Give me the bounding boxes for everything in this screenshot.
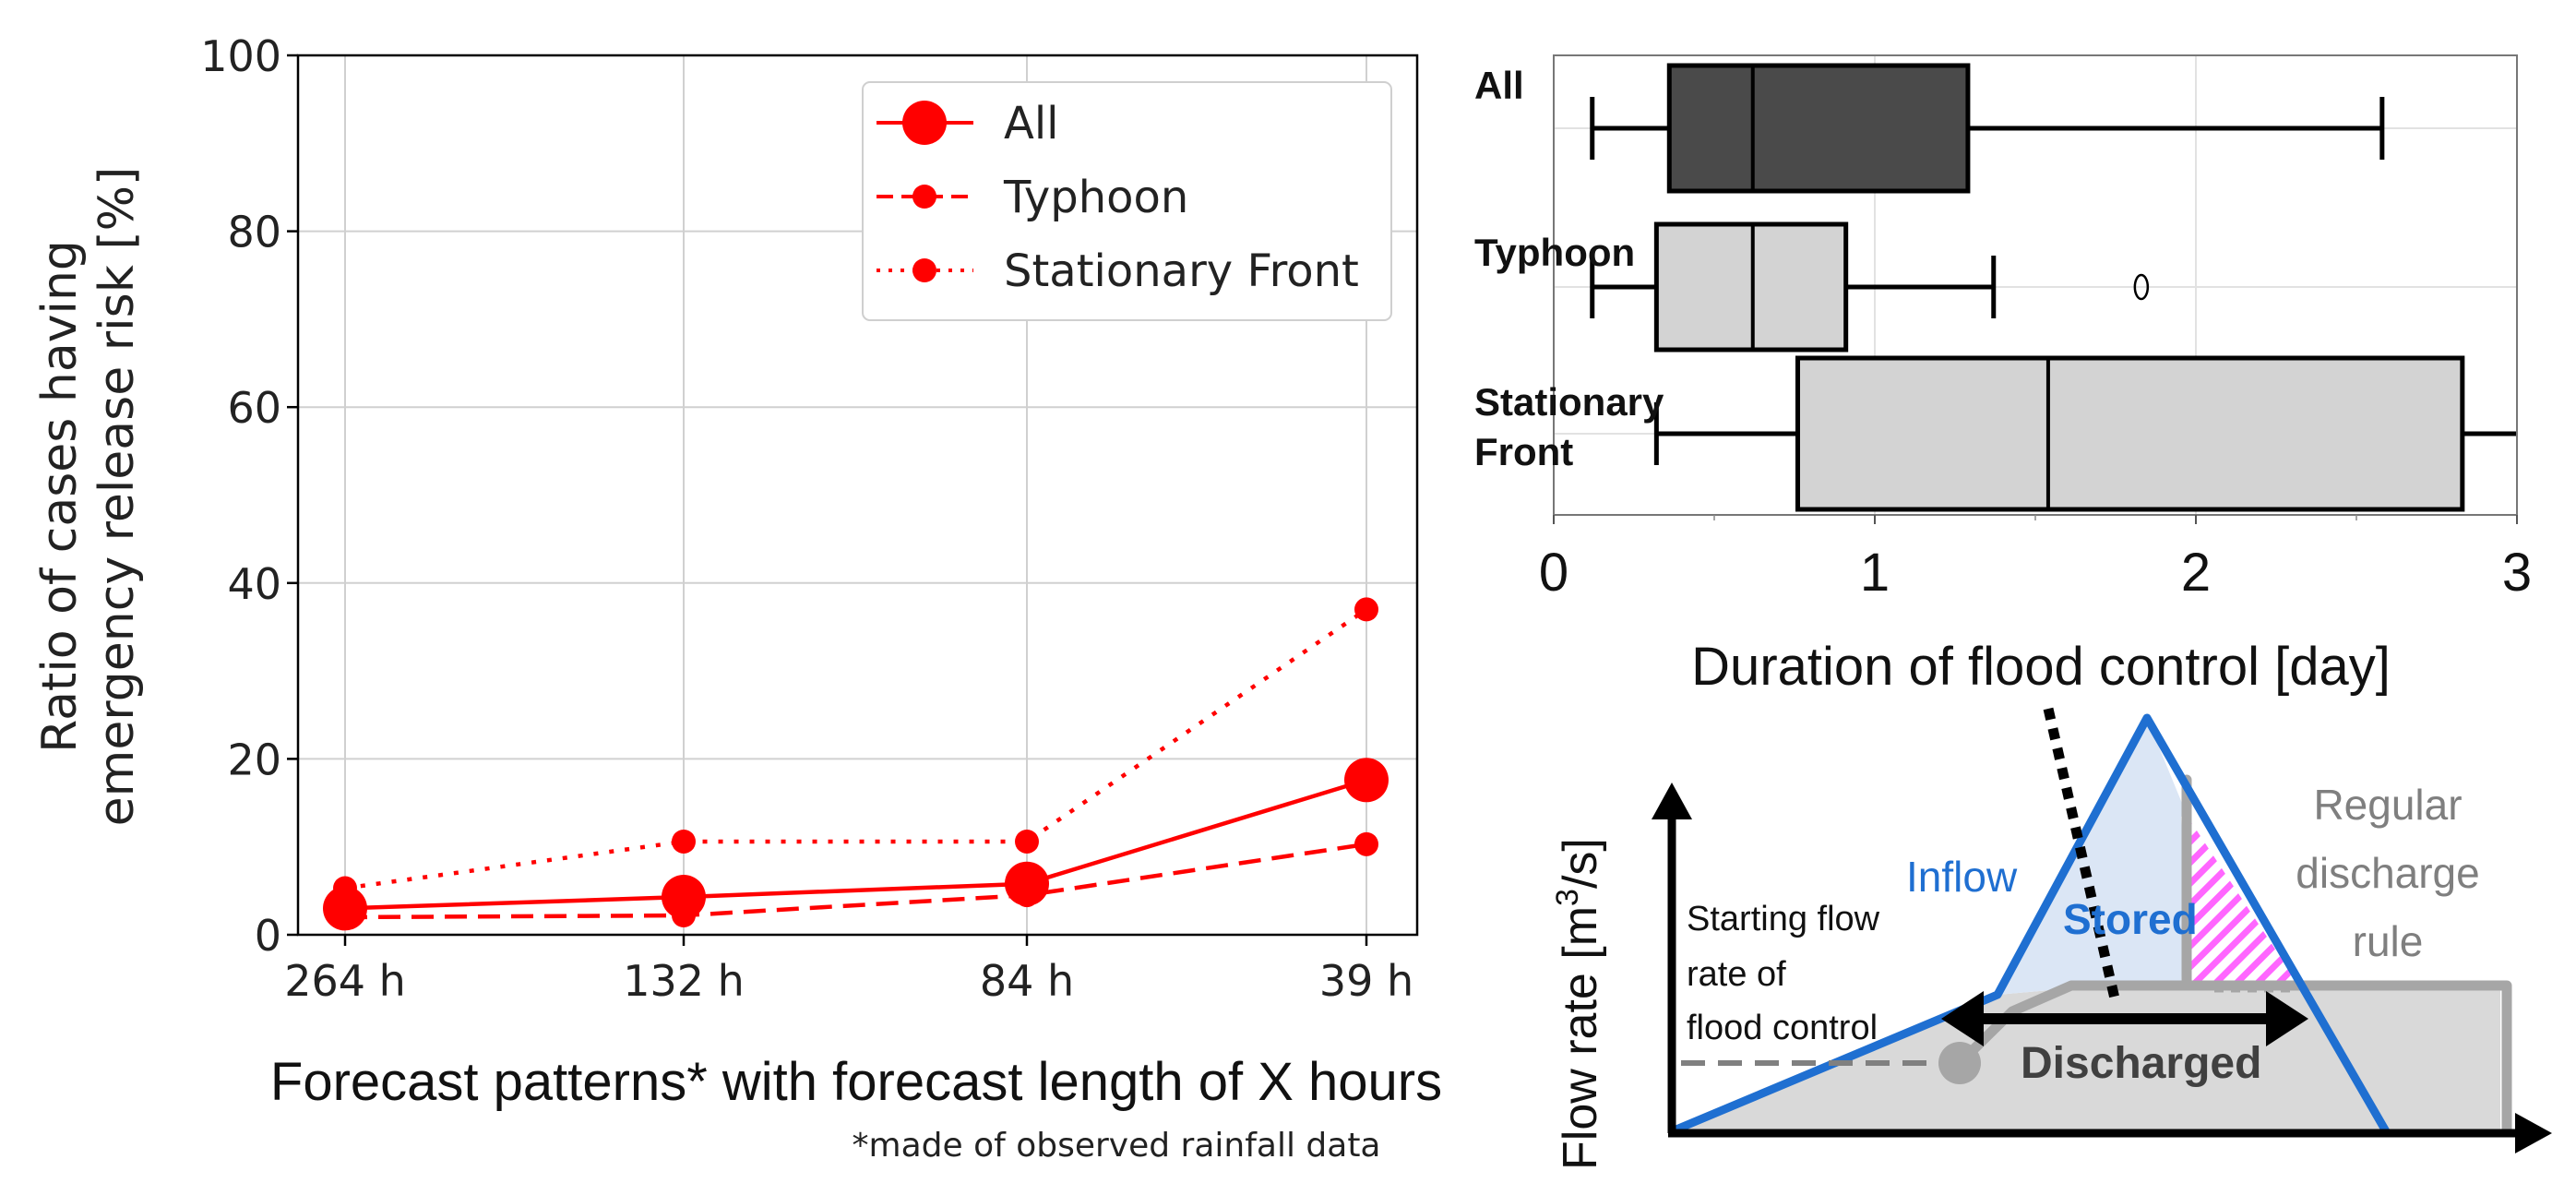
series-typhoon	[333, 831, 1378, 929]
legend: All Typhoon Stationary Front	[862, 81, 1392, 321]
box-category-label: Stationary	[1474, 380, 1664, 424]
outlier-point	[2133, 273, 2150, 301]
regular-rule-label-1: Regular	[2313, 781, 2462, 829]
duration-double-arrow	[1941, 991, 2308, 1046]
y-tick-label: 20	[227, 735, 281, 784]
legend-marker-typhoon	[912, 185, 936, 209]
series-stationary-front	[333, 597, 1378, 901]
diagram-axes	[1652, 783, 2552, 1153]
data-point-all	[662, 875, 706, 920]
box-stationary-front	[1653, 355, 2517, 512]
legend-frame	[862, 81, 1392, 321]
series-all	[323, 758, 1389, 931]
y-tick-label: 40	[227, 559, 281, 609]
data-point-typhoon	[1354, 831, 1378, 856]
line-chart-y-ticks: 0 20 40 60 80 100	[200, 31, 298, 961]
data-point-stationary-front	[333, 876, 357, 901]
regular-discharge-rule-line	[1956, 774, 2512, 1131]
y-axis-label-line1: Ratio of cases having	[32, 240, 88, 753]
legend-label-all: All	[1004, 98, 1059, 149]
line-chart-x-ticks: 264 h 132 h 84 h 39 h	[284, 935, 1413, 1006]
legend-marker-stationary-front	[912, 258, 936, 282]
data-point-typhoon	[672, 903, 696, 928]
svg-text:Flow rate [m3/s]: Flow rate [m3/s]	[1550, 838, 1607, 1170]
discharged-label: Discharged	[2021, 1039, 2261, 1088]
legend-entry-stationary-front: Stationary Front	[877, 245, 1359, 297]
box-x-tick-label: 2	[2181, 543, 2211, 603]
legend-label-typhoon: Typhoon	[1003, 172, 1188, 223]
line-chart-series	[323, 597, 1389, 931]
footnote: *made of observed rainfall data	[853, 1127, 1381, 1165]
box-plot-category-labels: All Typhoon Stationary Front	[1474, 64, 1664, 473]
y-tick-label: 0	[255, 911, 281, 961]
diagram-y-label-main: Flow rate [m	[1554, 906, 1607, 1170]
box-plot: 0 1 2 3 All Typhoon Stationary Front Duration …	[1474, 54, 2532, 697]
line-chart: 0 20 40 60 80 100 264 h 132 h 84 h 39 h Ratio of…	[32, 31, 1442, 1165]
regular-rule-label-3: rule	[2353, 917, 2424, 965]
series-line-stationary-front	[344, 607, 1368, 890]
box-iqr	[1666, 63, 1971, 194]
starting-point-marker	[1938, 1042, 1981, 1084]
y-tick-label: 100	[200, 31, 281, 81]
data-point-stationary-front	[1354, 597, 1378, 622]
box-typhoon	[1590, 221, 2150, 353]
y-axis-label-line2: emergency release risk [%]	[89, 167, 145, 827]
box-plot-x-axis-label: Duration of flood control [day]	[1691, 637, 2391, 697]
legend-entry-all: All	[877, 98, 1059, 149]
inflow-label: Inflow	[1906, 853, 2018, 901]
diagram-y-axis-label: Flow rate [m3/s]	[1550, 838, 1607, 1170]
series-line-typhoon	[344, 842, 1367, 920]
y-tick-label: 60	[227, 383, 281, 433]
flood-control-end-dotted-line	[2043, 707, 2120, 1000]
data-point-typhoon	[333, 904, 357, 929]
box-x-tick-label: 3	[2502, 543, 2532, 603]
box-all	[1590, 63, 2385, 194]
starting-flow-label-1: Starting flow	[1687, 900, 1880, 938]
data-point-stationary-front	[672, 829, 696, 854]
regular-rule-label-2: discharge	[2296, 849, 2479, 897]
box-category-label: All	[1474, 64, 1524, 107]
data-point-typhoon	[1015, 883, 1039, 908]
x-tick-label: 132 h	[623, 956, 745, 1006]
box-x-tick-label: 1	[1860, 543, 1890, 603]
x-tick-label: 84 h	[980, 956, 1074, 1006]
box-plot-boxes	[1590, 63, 2517, 512]
starting-flow-label-3: flood control	[1687, 1009, 1878, 1047]
starting-flow-label-2: rate of	[1687, 955, 1786, 994]
flood-control-diagram: Flow rate [m3/s] Inflow Stored Discharge…	[1550, 707, 2552, 1170]
box-category-label: Front	[1474, 430, 1573, 473]
series-line-all	[344, 778, 1367, 911]
legend-marker-all	[902, 101, 947, 145]
stored-region	[1998, 718, 2188, 995]
diagram-y-label-tail: /s]	[1554, 838, 1607, 889]
data-point-all	[1344, 758, 1389, 803]
stored-label: Stored	[2063, 895, 2198, 943]
y-tick-label: 80	[227, 208, 281, 257]
line-chart-frame	[296, 54, 1419, 937]
diagram-y-label-sup: 3	[1550, 889, 1585, 906]
legend-label-stationary-front: Stationary Front	[1004, 245, 1359, 297]
box-plot-x-ticks: 0 1 2 3	[1539, 515, 2532, 603]
x-tick-label: 39 h	[1319, 956, 1413, 1006]
x-tick-label: 264 h	[284, 956, 406, 1006]
data-point-stationary-front	[1015, 829, 1039, 854]
legend-entry-typhoon: Typhoon	[877, 172, 1188, 223]
box-category-label: Typhoon	[1474, 231, 1635, 274]
hatched-region	[2181, 817, 2301, 988]
box-x-tick-label: 0	[1539, 543, 1568, 603]
box-iqr	[1795, 355, 2465, 512]
x-axis-label: Forecast patterns* with forecast length …	[270, 1052, 1442, 1112]
